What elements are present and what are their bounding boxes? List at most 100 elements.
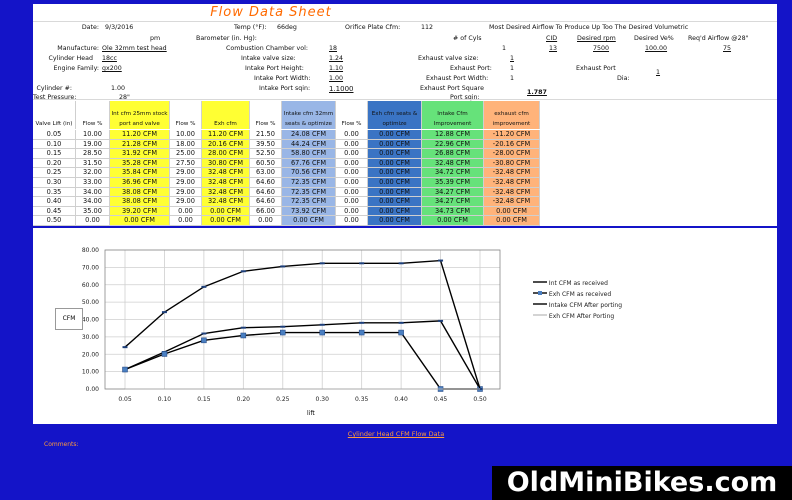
- table-cell[interactable]: 0.00: [336, 197, 368, 207]
- table-cell[interactable]: 67.76 CFM: [282, 158, 336, 169]
- date-value[interactable]: 9/3/2016: [105, 24, 134, 31]
- num-cyls-value[interactable]: 1: [502, 45, 507, 52]
- table-cell[interactable]: 34.00: [76, 197, 110, 207]
- table-cell[interactable]: 0.00: [336, 130, 368, 140]
- reqd-value[interactable]: 75: [723, 45, 732, 52]
- table-cell[interactable]: 0.00: [336, 216, 368, 226]
- table-cell[interactable]: 21.50: [250, 130, 282, 140]
- table-cell[interactable]: 0.50: [33, 216, 76, 226]
- table-cell[interactable]: 0.00 CFM: [282, 216, 336, 226]
- int-port-h-value[interactable]: 1.10: [329, 65, 344, 72]
- table-cell[interactable]: 34.73 CFM: [422, 206, 484, 217]
- table-cell[interactable]: 0.00: [336, 149, 368, 159]
- table-cell[interactable]: 60.50: [250, 158, 282, 169]
- table-cell[interactable]: 28.00 CFM: [202, 149, 250, 159]
- table-cell[interactable]: 0.00: [76, 216, 110, 226]
- dia-value[interactable]: 1: [656, 69, 661, 76]
- table-cell[interactable]: -28.00 CFM: [484, 149, 540, 159]
- table-cell[interactable]: 32.48 CFM: [422, 158, 484, 169]
- table-cell[interactable]: 0.00 CFM: [368, 168, 422, 178]
- table-cell[interactable]: 0.00 CFM: [484, 206, 540, 217]
- int-port-w-value[interactable]: 1.00: [329, 75, 344, 82]
- table-cell[interactable]: 34.72 CFM: [422, 168, 484, 178]
- table-cell[interactable]: 0.00 CFM: [484, 216, 540, 226]
- table-cell[interactable]: 70.56 CFM: [282, 168, 336, 178]
- table-cell[interactable]: 0.00: [336, 187, 368, 198]
- table-cell[interactable]: 0.00: [250, 216, 282, 226]
- table-cell[interactable]: 0.00: [170, 206, 202, 217]
- table-cell[interactable]: 29.00: [170, 178, 202, 188]
- table-cell[interactable]: 72.35 CFM: [282, 197, 336, 207]
- table-cell[interactable]: 0.00 CFM: [202, 216, 250, 226]
- table-cell[interactable]: -20.16 CFM: [484, 139, 540, 150]
- table-cell[interactable]: -32.48 CFM: [484, 168, 540, 178]
- table-cell[interactable]: 10.00: [76, 130, 110, 140]
- table-cell[interactable]: 0.00: [336, 158, 368, 169]
- chamber-value[interactable]: 18: [329, 45, 338, 52]
- temp-value[interactable]: 66deg: [277, 24, 297, 31]
- manufacturer-value[interactable]: Ole 32mm test head: [102, 45, 167, 52]
- table-cell[interactable]: 0.00 CFM: [368, 216, 422, 226]
- rpm-value[interactable]: 7500: [593, 45, 610, 52]
- int-valve-value[interactable]: 1.24: [329, 55, 344, 62]
- table-cell[interactable]: 32.48 CFM: [202, 168, 250, 178]
- table-cell[interactable]: 0.00 CFM: [422, 216, 484, 226]
- exh-valve-value[interactable]: 1: [510, 55, 515, 62]
- table-cell[interactable]: -11.20 CFM: [484, 130, 540, 140]
- cyl-num-value[interactable]: 1.00: [111, 85, 126, 92]
- table-cell[interactable]: 0.00 CFM: [368, 206, 422, 217]
- table-cell[interactable]: 29.00: [170, 168, 202, 178]
- cid-value[interactable]: 13: [549, 45, 558, 52]
- cyl-head-value[interactable]: 18cc: [102, 55, 117, 62]
- table-cell[interactable]: 28.50: [76, 149, 110, 159]
- orifice-value[interactable]: 112: [421, 24, 434, 31]
- table-cell[interactable]: 66.00: [250, 206, 282, 217]
- table-cell[interactable]: 27.50: [170, 158, 202, 169]
- table-cell[interactable]: -32.48 CFM: [484, 197, 540, 207]
- table-cell[interactable]: 0.10: [33, 139, 76, 150]
- table-cell[interactable]: 0.40: [33, 197, 76, 207]
- table-cell[interactable]: 30.80 CFM: [202, 158, 250, 169]
- table-cell[interactable]: 0.00 CFM: [368, 187, 422, 198]
- table-cell[interactable]: 32.48 CFM: [202, 178, 250, 188]
- table-cell[interactable]: 0.00 CFM: [368, 197, 422, 207]
- table-cell[interactable]: 35.00: [76, 206, 110, 217]
- table-cell[interactable]: 38.08 CFM: [110, 187, 170, 198]
- table-cell[interactable]: 11.20 CFM: [110, 130, 170, 140]
- table-cell[interactable]: 35.28 CFM: [110, 158, 170, 169]
- table-cell[interactable]: 0.00 CFM: [368, 130, 422, 140]
- table-cell[interactable]: 36.96 CFM: [110, 178, 170, 188]
- table-cell[interactable]: 0.00 CFM: [202, 206, 250, 217]
- table-cell[interactable]: 44.24 CFM: [282, 139, 336, 150]
- table-cell[interactable]: 11.20 CFM: [202, 130, 250, 140]
- table-cell[interactable]: 35.39 CFM: [422, 178, 484, 188]
- table-cell[interactable]: 0.00 CFM: [368, 139, 422, 150]
- test-pressure-value[interactable]: 28": [119, 94, 130, 101]
- table-cell[interactable]: 20.16 CFM: [202, 139, 250, 150]
- table-cell[interactable]: 31.92 CFM: [110, 149, 170, 159]
- table-cell[interactable]: 0.00: [336, 168, 368, 178]
- table-cell[interactable]: 64.60: [250, 178, 282, 188]
- table-cell[interactable]: 39.50: [250, 139, 282, 150]
- table-cell[interactable]: 73.92 CFM: [282, 206, 336, 217]
- table-cell[interactable]: 19.00: [76, 139, 110, 150]
- table-cell[interactable]: 0.00 CFM: [110, 216, 170, 226]
- table-cell[interactable]: 38.08 CFM: [110, 197, 170, 207]
- chart-caption[interactable]: Cylinder Head CFM Flow Data: [347, 430, 445, 438]
- table-cell[interactable]: 33.00: [76, 178, 110, 188]
- table-cell[interactable]: 35.84 CFM: [110, 168, 170, 178]
- table-cell[interactable]: 29.00: [170, 187, 202, 198]
- table-cell[interactable]: 0.45: [33, 206, 76, 217]
- table-cell[interactable]: 0.15: [33, 149, 76, 159]
- engine-family-value[interactable]: gx200: [102, 65, 122, 72]
- table-cell[interactable]: 0.25: [33, 168, 76, 178]
- exh-port-value[interactable]: 1: [510, 65, 515, 72]
- table-cell[interactable]: 0.20: [33, 158, 76, 169]
- table-cell[interactable]: 72.35 CFM: [282, 178, 336, 188]
- table-cell[interactable]: 0.30: [33, 178, 76, 188]
- table-cell[interactable]: 0.00 CFM: [368, 149, 422, 159]
- table-cell[interactable]: -32.48 CFM: [484, 178, 540, 188]
- table-cell[interactable]: 0.00: [336, 139, 368, 150]
- table-cell[interactable]: 26.88 CFM: [422, 149, 484, 159]
- table-cell[interactable]: 32.00: [76, 168, 110, 178]
